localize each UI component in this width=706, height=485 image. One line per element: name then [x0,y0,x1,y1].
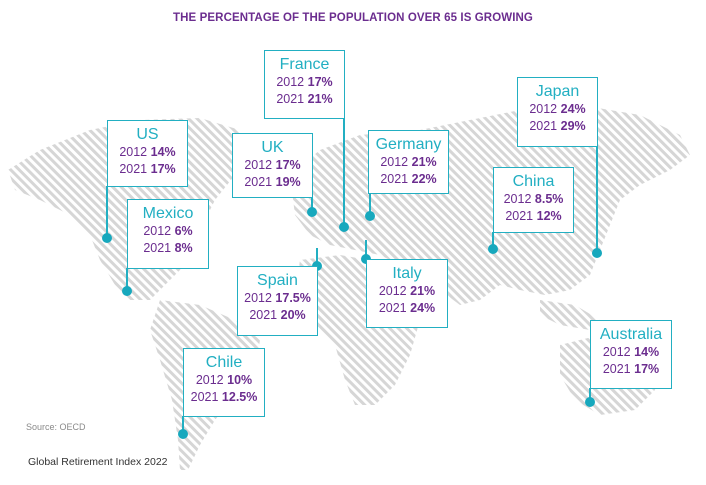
value-2012: 2012 10% [195,373,253,387]
value-2021: 2021 19% [244,175,301,189]
leader-line-italy [365,240,367,259]
value-2012: 2012 17.5% [244,291,311,305]
country-box-spain: Spain 2012 17.5% 2021 20% [237,266,318,336]
country-name: UK [261,139,284,156]
leader-line-chile [182,416,184,434]
value-2021: 2021 12.5% [190,390,258,404]
leader-line-japan [596,146,598,253]
location-dot-france [339,222,349,232]
chart-title: THE PERCENTAGE OF THE POPULATION OVER 65… [173,12,533,24]
leader-line-germany [369,193,371,216]
value-2021: 2021 22% [380,172,437,186]
leader-line-us [106,186,108,238]
country-box-japan: Japan 2012 24% 2021 29% [517,77,598,147]
source-note: Source: OECD [26,422,86,432]
country-name: Japan [535,83,580,100]
value-2021: 2021 17% [119,162,176,176]
location-dot-uk [307,207,317,217]
value-2012: 2012 21% [380,155,437,169]
value-2021: 2021 17% [602,362,660,376]
leader-line-australia [589,388,591,402]
country-box-mexico: Mexico 2012 6% 2021 8% [127,199,209,269]
value-2012: 2012 24% [529,102,586,116]
country-name: Chile [205,354,243,371]
country-name: US [136,126,159,143]
country-name: Germany [375,136,442,153]
value-2012: 2012 6% [143,224,193,238]
location-dot-japan [592,248,602,258]
leader-line-uk [311,197,313,212]
country-name: Italy [392,265,422,282]
country-box-china: China 2012 8.5% 2021 12% [493,167,574,233]
leader-line-france [343,118,345,227]
country-box-germany: Germany 2012 21% 2021 22% [368,130,449,194]
location-dot-australia [585,397,595,407]
country-name: France [279,56,330,73]
value-2021: 2021 21% [276,92,333,106]
value-2012: 2012 14% [119,145,176,159]
country-name: Spain [257,272,298,289]
country-box-chile: Chile 2012 10% 2021 12.5% [183,348,265,417]
leader-line-china [492,232,494,249]
leader-line-spain [316,248,318,266]
islands-southeast-asia [540,300,600,330]
footer-label: Global Retirement Index 2022 [28,456,168,468]
value-2012: 2012 14% [602,345,660,359]
value-2021: 2021 8% [143,241,193,255]
country-box-us: US 2012 14% 2021 17% [107,120,188,187]
location-dot-china [488,244,498,254]
value-2012: 2012 21% [378,284,436,298]
country-box-australia: Australia 2012 14% 2021 17% [590,320,672,389]
country-name: China [512,173,555,190]
value-2021: 2021 29% [529,119,586,133]
value-2012: 2012 17% [276,75,333,89]
value-2012: 2012 17% [244,158,301,172]
value-2021: 2021 20% [249,308,306,322]
value-2021: 2021 12% [505,209,562,223]
location-dot-mexico [122,286,132,296]
country-box-france: France 2012 17% 2021 21% [264,50,345,119]
country-box-uk: UK 2012 17% 2021 19% [232,133,313,198]
country-name: Australia [599,326,663,343]
location-dot-chile [178,429,188,439]
location-dot-us [102,233,112,243]
country-name: Mexico [142,205,194,222]
location-dot-germany [365,211,375,221]
leader-line-mexico [126,268,128,291]
country-box-italy: Italy 2012 21% 2021 24% [366,259,448,328]
value-2021: 2021 24% [378,301,436,315]
value-2012: 2012 8.5% [503,192,564,206]
